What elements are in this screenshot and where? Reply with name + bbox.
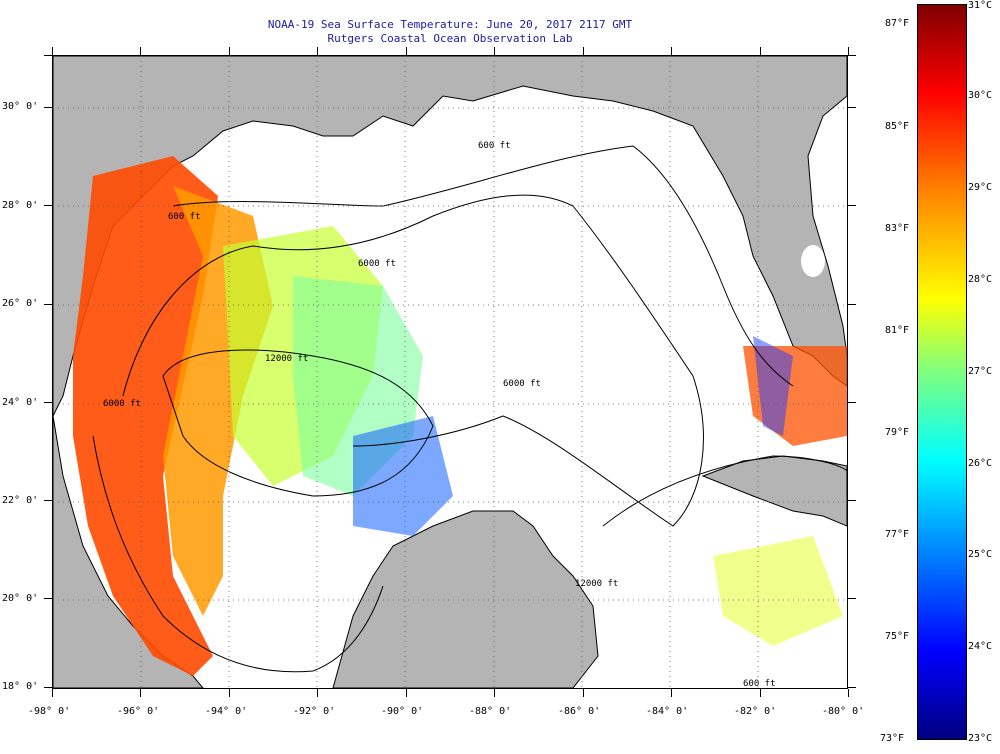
colorbar-f-label: 75°F (885, 631, 910, 642)
contour-label: 6000 ft (503, 379, 541, 389)
lat-tick-right (848, 205, 856, 206)
lon-label: -86° 0' (558, 706, 601, 717)
contour-label: 6000 ft (358, 259, 396, 269)
graticule (53, 56, 847, 688)
lake-okeechobee (801, 245, 825, 277)
lat-tick (44, 402, 52, 403)
map-subtitle: Rutgers Coastal Ocean Observation Lab (327, 32, 573, 45)
lon-tick-top (140, 47, 141, 55)
lat-label: 22° 0' (2, 495, 39, 506)
lat-tick (44, 107, 52, 108)
lat-tick (44, 205, 52, 206)
sst-blue-central (353, 416, 453, 536)
lon-label: -84° 0' (646, 706, 689, 717)
contour-label: 12000 ft (575, 579, 618, 589)
lon-tick (229, 689, 230, 697)
lat-tick-right (848, 55, 856, 56)
colorbar-c-label: 25°C (968, 549, 993, 560)
sst-map[interactable]: 600 ft 6000 ft 12000 ft 6000 ft 600 ft 6… (52, 55, 848, 689)
lon-label: -98° 0' (28, 706, 71, 717)
lon-tick (671, 689, 672, 697)
lon-tick-top (583, 47, 584, 55)
sst-warm-west (73, 156, 218, 676)
colorbar-f-label: 73°F (880, 733, 905, 744)
lon-tick-top (760, 47, 761, 55)
lon-label: -90° 0' (381, 706, 424, 717)
contour-600ft-south (92, 435, 384, 673)
lon-tick-top (671, 47, 672, 55)
colorbar-f-label: 85°F (885, 121, 910, 132)
lat-tick (44, 304, 52, 305)
lat-label: 24° 0' (2, 397, 39, 408)
colorbar-c-label: 29°C (968, 182, 993, 193)
lat-tick (44, 500, 52, 501)
lat-tick-right (848, 598, 856, 599)
sst-caribbean (713, 536, 843, 646)
lon-label: -94° 0' (205, 706, 248, 717)
lat-label: 26° 0' (2, 298, 39, 309)
lon-tick-top (406, 47, 407, 55)
lon-label: -92° 0' (293, 706, 336, 717)
lon-tick (760, 689, 761, 697)
lon-tick (406, 689, 407, 697)
lon-label: -82° 0' (734, 706, 777, 717)
land-yucatan (332, 510, 599, 688)
lon-label: -96° 0' (117, 706, 160, 717)
lat-label: 18° 0' (2, 681, 39, 692)
temperature-colorbar (917, 4, 967, 740)
lat-label: 20° 0' (2, 593, 39, 604)
lat-tick (44, 687, 52, 688)
sst-blue-straits (753, 336, 793, 436)
lon-label: -88° 0' (469, 706, 512, 717)
colorbar-c-label: 26°C (968, 458, 993, 469)
colorbar-c-label: 27°C (968, 366, 993, 377)
colorbar-c-label: 23°C (968, 733, 993, 744)
contour-label: 600 ft (743, 679, 776, 688)
lon-tick-top (229, 47, 230, 55)
lon-tick (52, 689, 53, 697)
lat-tick (44, 55, 52, 56)
colorbar-c-label: 31°C (968, 0, 993, 11)
contour-label: 6000 ft (103, 399, 141, 409)
lon-tick (317, 689, 318, 697)
colorbar-c-label: 24°C (968, 641, 993, 652)
colorbar-c-label: 30°C (968, 90, 993, 101)
lon-tick-top (317, 47, 318, 55)
contour-label: 600 ft (168, 212, 201, 222)
contour-600ft (172, 145, 794, 387)
colorbar-f-label: 77°F (885, 529, 910, 540)
contour-6000ft (122, 194, 704, 527)
colorbar-c-label: 28°C (968, 274, 993, 285)
land-cuba (701, 455, 847, 527)
lat-tick-right (848, 687, 856, 688)
colorbar-f-label: 79°F (885, 427, 910, 438)
contour-label: 600 ft (478, 141, 511, 151)
lat-tick-right (848, 500, 856, 501)
contour-cuba (602, 455, 847, 527)
lat-label: 30° 0' (2, 101, 39, 112)
lat-tick-right (848, 304, 856, 305)
lat-label: 28° 0' (2, 200, 39, 211)
contour-label: 12000 ft (265, 354, 308, 364)
map-title: NOAA-19 Sea Surface Temperature: June 20… (267, 18, 633, 31)
lon-tick-top (52, 47, 53, 55)
lon-tick-top (494, 47, 495, 55)
colorbar-f-label: 81°F (885, 325, 910, 336)
colorbar-f-label: 87°F (885, 18, 910, 29)
lon-tick (848, 689, 849, 697)
lon-label: -80° 0' (822, 706, 865, 717)
lat-tick (44, 598, 52, 599)
lat-tick-right (848, 107, 856, 108)
map-canvas: 600 ft 6000 ft 12000 ft 6000 ft 600 ft 6… (53, 56, 847, 688)
lon-tick-top (848, 47, 849, 55)
lon-tick (583, 689, 584, 697)
lon-tick (140, 689, 141, 697)
colorbar-f-label: 83°F (885, 223, 910, 234)
lon-tick (494, 689, 495, 697)
lat-tick-right (848, 402, 856, 403)
contour-12000ft (162, 349, 434, 497)
